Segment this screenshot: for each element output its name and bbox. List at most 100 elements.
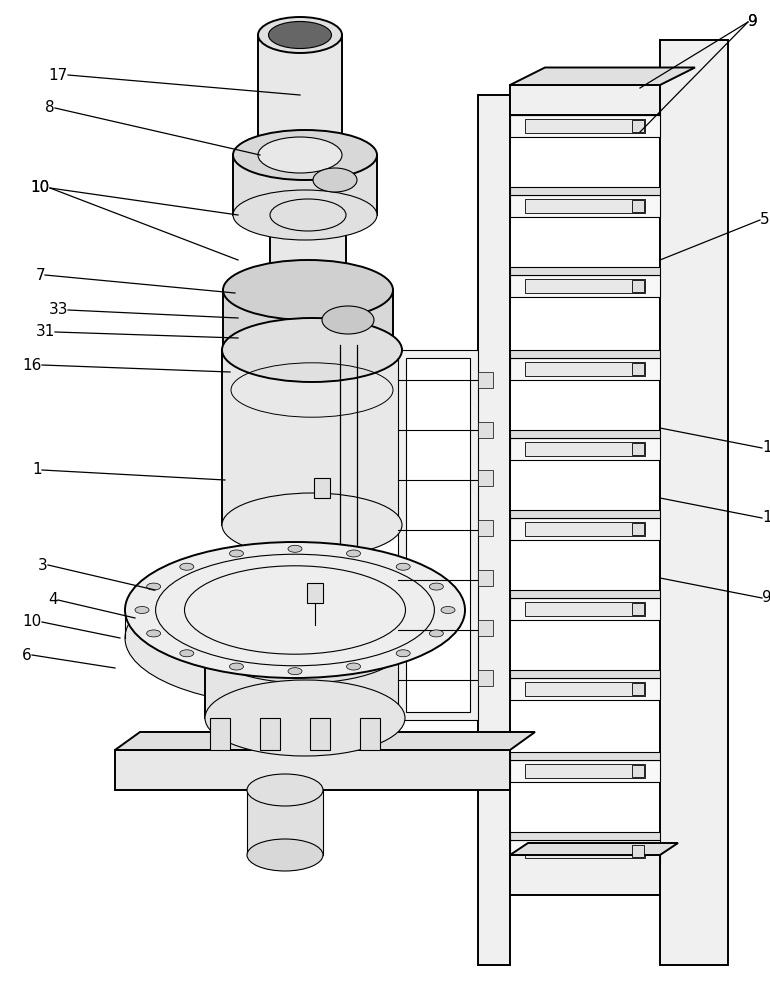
Polygon shape: [205, 645, 405, 718]
Polygon shape: [632, 363, 644, 375]
Polygon shape: [632, 200, 644, 212]
Polygon shape: [510, 518, 660, 540]
Ellipse shape: [125, 570, 465, 706]
Ellipse shape: [233, 190, 377, 240]
Polygon shape: [510, 187, 660, 195]
Polygon shape: [510, 430, 660, 438]
Ellipse shape: [441, 606, 455, 613]
Polygon shape: [478, 372, 493, 388]
Ellipse shape: [180, 650, 194, 657]
Ellipse shape: [346, 663, 360, 670]
Polygon shape: [270, 215, 346, 290]
Polygon shape: [525, 442, 645, 456]
Text: 7: 7: [35, 267, 45, 282]
Ellipse shape: [430, 630, 444, 637]
Text: 3: 3: [38, 558, 48, 572]
Ellipse shape: [222, 318, 402, 382]
Text: 6: 6: [22, 648, 32, 662]
Polygon shape: [525, 602, 645, 616]
Ellipse shape: [205, 607, 405, 683]
Polygon shape: [247, 790, 323, 855]
Ellipse shape: [222, 493, 402, 557]
Polygon shape: [632, 523, 644, 535]
Polygon shape: [233, 155, 377, 215]
Polygon shape: [258, 35, 342, 155]
Polygon shape: [525, 682, 645, 696]
Ellipse shape: [288, 668, 302, 675]
Polygon shape: [510, 107, 660, 115]
Polygon shape: [510, 670, 660, 678]
Polygon shape: [510, 195, 660, 217]
Text: 8: 8: [45, 101, 55, 115]
Polygon shape: [510, 832, 660, 840]
Polygon shape: [510, 68, 695, 85]
Polygon shape: [478, 520, 493, 536]
Text: 5: 5: [760, 213, 770, 228]
Polygon shape: [210, 718, 230, 750]
Ellipse shape: [135, 606, 149, 613]
Ellipse shape: [346, 550, 360, 557]
Text: 4: 4: [49, 592, 58, 607]
Polygon shape: [360, 718, 380, 750]
Polygon shape: [510, 752, 660, 760]
Polygon shape: [478, 422, 493, 438]
Ellipse shape: [229, 663, 243, 670]
Polygon shape: [510, 843, 678, 855]
Polygon shape: [510, 85, 660, 115]
Ellipse shape: [270, 274, 346, 306]
Polygon shape: [632, 603, 644, 615]
Ellipse shape: [270, 199, 346, 231]
Text: 17: 17: [49, 68, 68, 83]
Ellipse shape: [125, 542, 465, 678]
Polygon shape: [478, 470, 493, 486]
Polygon shape: [510, 510, 660, 518]
Text: 9: 9: [748, 14, 758, 29]
Ellipse shape: [247, 774, 323, 806]
Ellipse shape: [146, 583, 161, 590]
Polygon shape: [398, 350, 478, 720]
Polygon shape: [478, 95, 510, 965]
Polygon shape: [510, 598, 660, 620]
Ellipse shape: [258, 17, 342, 53]
Polygon shape: [510, 115, 660, 137]
Ellipse shape: [397, 650, 410, 657]
Polygon shape: [510, 590, 660, 598]
Polygon shape: [525, 279, 645, 293]
Polygon shape: [222, 350, 402, 525]
Polygon shape: [510, 275, 660, 297]
Polygon shape: [314, 478, 330, 498]
Text: 15: 15: [762, 440, 770, 456]
Text: 31: 31: [35, 324, 55, 340]
Polygon shape: [632, 280, 644, 292]
Text: 11: 11: [762, 510, 770, 526]
Ellipse shape: [205, 680, 405, 756]
Text: 16: 16: [22, 358, 42, 372]
Polygon shape: [632, 120, 644, 132]
Polygon shape: [510, 358, 660, 380]
Polygon shape: [478, 670, 493, 686]
Text: 1: 1: [32, 462, 42, 478]
Ellipse shape: [180, 563, 194, 570]
Polygon shape: [632, 845, 644, 857]
Ellipse shape: [229, 550, 243, 557]
Ellipse shape: [313, 168, 357, 192]
Polygon shape: [632, 765, 644, 777]
Text: 10: 10: [23, 614, 42, 630]
Polygon shape: [632, 443, 644, 455]
Polygon shape: [115, 732, 535, 750]
Polygon shape: [115, 750, 510, 790]
Ellipse shape: [223, 320, 393, 380]
Polygon shape: [260, 718, 280, 750]
Ellipse shape: [397, 563, 410, 570]
Ellipse shape: [288, 545, 302, 552]
Ellipse shape: [322, 306, 374, 334]
Polygon shape: [525, 844, 645, 858]
Polygon shape: [478, 620, 493, 636]
Text: 10: 10: [31, 180, 50, 196]
Polygon shape: [406, 358, 470, 712]
Polygon shape: [525, 199, 645, 213]
Polygon shape: [478, 570, 493, 586]
Text: 10: 10: [31, 180, 50, 196]
Polygon shape: [223, 290, 393, 350]
Polygon shape: [307, 583, 323, 603]
